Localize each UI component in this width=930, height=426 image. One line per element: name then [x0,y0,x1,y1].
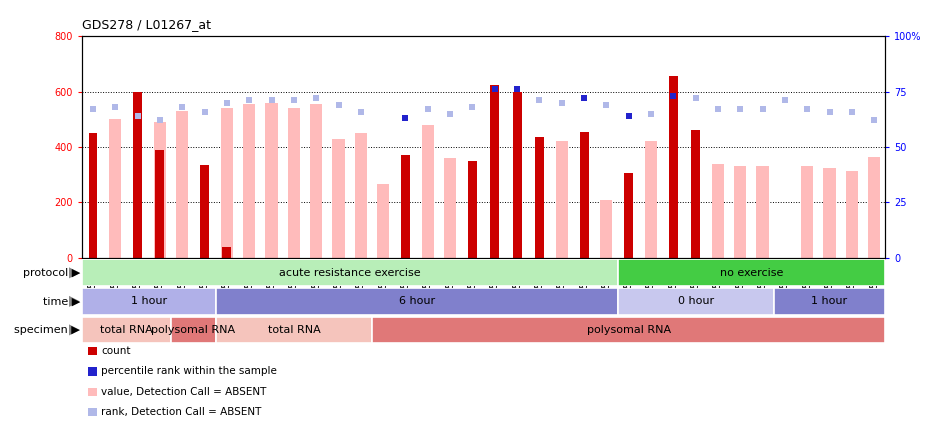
Bar [444,158,457,258]
Bar [512,92,522,258]
Bar [87,388,97,396]
Bar [618,259,885,286]
Text: total RNA: total RNA [268,325,320,335]
Bar [579,132,589,258]
Bar [265,103,278,258]
Bar [88,133,98,258]
Bar [222,247,232,258]
Bar [87,367,97,376]
Bar [133,92,142,258]
Bar [109,119,122,258]
Text: GDS278 / L01267_at: GDS278 / L01267_at [82,18,211,31]
Bar [82,259,618,286]
Text: protocol ▶: protocol ▶ [22,268,80,278]
Bar [711,164,724,258]
Bar [468,161,477,258]
Bar [868,157,881,258]
Bar [332,138,345,258]
Bar [535,137,544,258]
Text: 6 hour: 6 hour [399,296,434,306]
Text: percentile rank within the sample: percentile rank within the sample [101,366,277,377]
Bar [756,166,769,258]
Bar [354,133,367,258]
Bar [287,108,300,258]
Bar [823,168,836,258]
Bar [220,108,233,258]
Text: rank, Detection Call = ABSENT: rank, Detection Call = ABSENT [101,407,261,417]
Bar [600,199,613,258]
Bar [774,288,885,315]
Text: value, Detection Call = ABSENT: value, Detection Call = ABSENT [101,387,267,397]
Bar [618,288,774,315]
Bar [82,317,171,343]
Bar [216,317,372,343]
Bar [171,317,216,343]
Bar [845,170,858,258]
Bar [216,288,618,315]
Bar [734,166,747,258]
Bar [176,111,189,258]
Bar [691,130,700,258]
Text: total RNA: total RNA [100,325,153,335]
Bar [421,125,434,258]
Bar [624,173,633,258]
Text: specimen ▶: specimen ▶ [14,325,80,335]
Polygon shape [69,324,80,336]
Bar [401,155,410,258]
Bar [644,141,658,258]
Bar [155,150,165,258]
Text: time ▶: time ▶ [43,296,80,306]
Text: acute resistance exercise: acute resistance exercise [279,268,420,278]
Text: polysomal RNA: polysomal RNA [152,325,235,335]
Bar [243,104,256,258]
Bar [555,141,568,258]
Bar [490,85,499,258]
Text: 1 hour: 1 hour [131,296,166,306]
Bar [87,347,97,355]
Bar [87,408,97,417]
Bar [153,122,166,258]
Bar [372,317,885,343]
Text: count: count [101,346,131,356]
Polygon shape [69,267,80,279]
Bar [801,166,814,258]
Bar [200,165,209,258]
Text: 0 hour: 0 hour [678,296,713,306]
Text: no exercise: no exercise [720,268,783,278]
Text: 1 hour: 1 hour [812,296,847,306]
Text: polysomal RNA: polysomal RNA [587,325,671,335]
Polygon shape [69,296,80,307]
Bar [310,104,323,258]
Bar [377,184,390,258]
Bar [82,288,216,315]
Bar [669,76,678,258]
